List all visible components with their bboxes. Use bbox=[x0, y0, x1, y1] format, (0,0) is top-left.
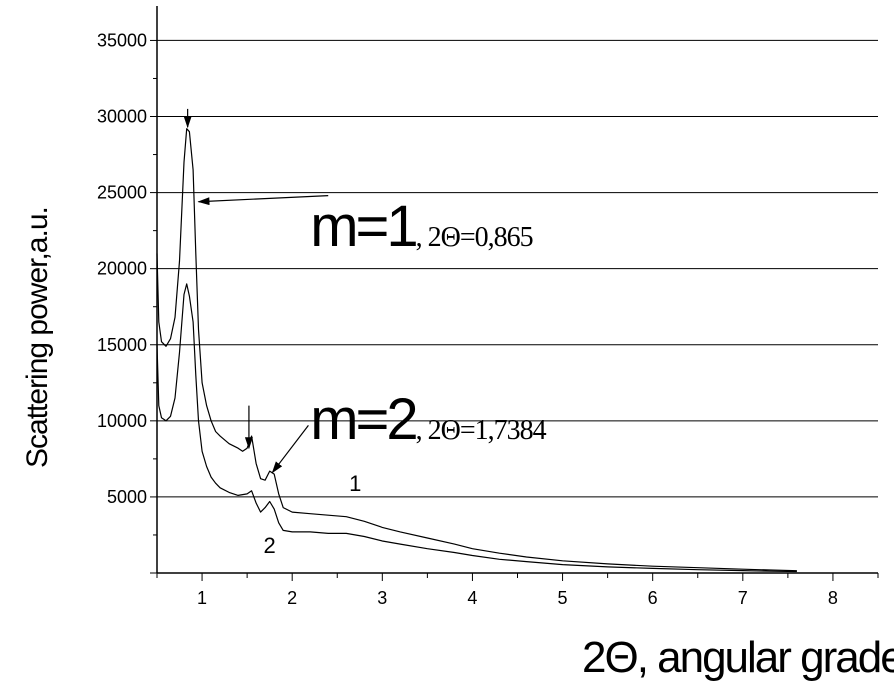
y-tick-label: 20000 bbox=[97, 259, 147, 279]
x-tick-label: 7 bbox=[738, 588, 748, 608]
y-tick-label: 35000 bbox=[97, 30, 147, 50]
y-tick-label: 25000 bbox=[97, 183, 147, 203]
y-tick-label: 10000 bbox=[97, 411, 147, 431]
y-tick-label: 30000 bbox=[97, 107, 147, 127]
peak-label-main: m=1 bbox=[310, 194, 416, 259]
y-tick-label: 15000 bbox=[97, 335, 147, 355]
x-tick-label: 6 bbox=[648, 588, 658, 608]
series-line-2 bbox=[156, 283, 797, 573]
peak-label-detail: , 2Θ=0,865 bbox=[416, 222, 533, 253]
x-tick-label: 2 bbox=[287, 588, 297, 608]
annotations: 1 2 m=1, 2Θ=0,865 m=2, 2Θ=1,7384 bbox=[183, 108, 548, 558]
x-tick-label: 1 bbox=[197, 588, 207, 608]
x-tick-label: 5 bbox=[558, 588, 568, 608]
peak-label-detail: , 2Θ=1,7384 bbox=[416, 415, 547, 446]
series-group bbox=[156, 128, 797, 573]
curve-label-2: 2 bbox=[264, 533, 276, 558]
x-tick-label: 3 bbox=[377, 588, 387, 608]
series-line-1 bbox=[156, 128, 797, 572]
x-tick-label: 4 bbox=[467, 588, 477, 608]
axes bbox=[156, 6, 878, 574]
x-axis-title: 2Θ, angular grade bbox=[582, 633, 894, 682]
x-tick-label: 8 bbox=[828, 588, 838, 608]
curve-label-1: 1 bbox=[349, 471, 361, 496]
peak-arrow-2 bbox=[271, 425, 309, 474]
peak-label-2: m=2, 2Θ=1,7384 bbox=[310, 387, 546, 452]
y-tick-label: 5000 bbox=[107, 487, 147, 507]
gridlines bbox=[157, 39, 878, 498]
peak-label-main: m=2 bbox=[310, 387, 416, 452]
y-axis-title: Scattering power,a.u. bbox=[21, 207, 54, 468]
peak-label-1: m=1, 2Θ=0,865 bbox=[310, 194, 532, 259]
ticks: 5000 10000 15000 20000 25000 30000 35000 1 2 3 4 5 6… bbox=[97, 30, 879, 608]
peak-arrow-1 bbox=[197, 195, 329, 206]
